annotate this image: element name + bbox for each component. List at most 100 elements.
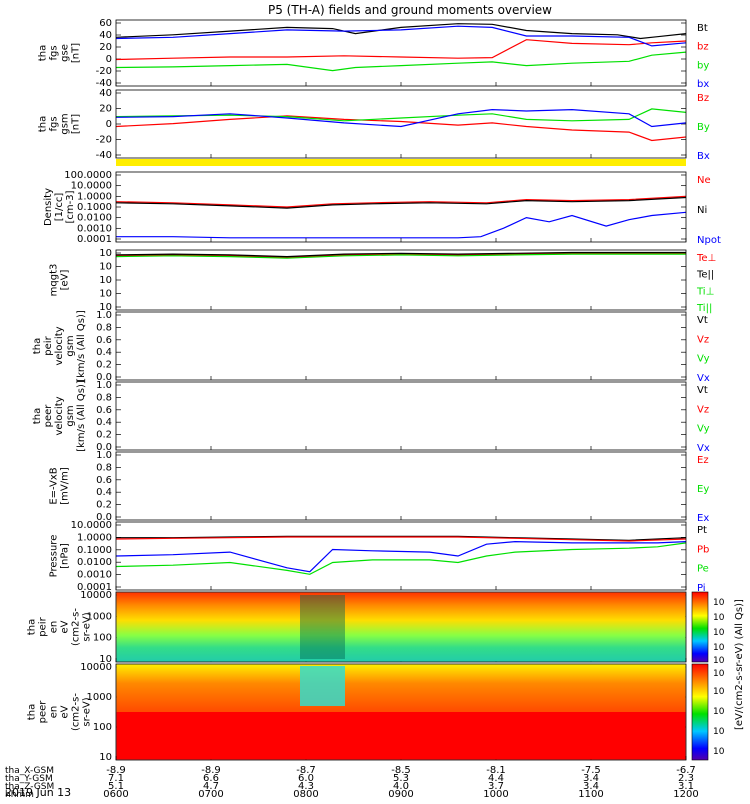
panel-peir_vel: tha peir velocity gsm [km/s (All Qs)] 1.00.8 0…	[32, 310, 710, 384]
ytick-label: 0.8	[96, 322, 112, 333]
x-axis: tha_X-GSM -8.9 -8.9 -8.7 -8.5 -8.1 -7.5 -6.7 tha…	[5, 765, 699, 800]
panel-ylabel: mqgt3	[49, 264, 60, 297]
xaxis-value: 1100	[578, 789, 603, 800]
legend-entry: Ti||	[696, 303, 712, 314]
panel-ylabel: tha	[32, 408, 43, 424]
legend-entry: Vt	[697, 315, 708, 326]
panel-ylabel: peir	[38, 616, 49, 636]
xaxis-value: -8.1	[486, 765, 506, 776]
ytick-label: 1000	[87, 692, 112, 703]
date-label: 2019 Jun 13	[5, 786, 71, 799]
legend-entry: by	[697, 60, 709, 71]
legend-entry: Bz	[697, 93, 709, 104]
ytick-label: 0	[106, 54, 112, 65]
panel-ylabel: [km/s (All Qs)]	[76, 380, 87, 452]
series-line-Te⊥	[115, 252, 686, 259]
colorbar-peir-fill	[691, 591, 709, 663]
panel-ylabel: tha	[38, 116, 49, 132]
xaxis-value: 7.1	[108, 773, 124, 784]
colorbar-peir: 10 10 10 10 10	[691, 591, 725, 666]
ytick-label: 0.0	[96, 372, 112, 383]
ytick-label: -40	[96, 78, 112, 89]
panel-ylabel: fgs	[49, 116, 60, 131]
ytick-label: 0.0	[96, 442, 112, 453]
colorbar-peir-tick: 10	[713, 613, 725, 623]
series-line-Ni	[115, 196, 687, 209]
colorbar-peer-tick: 10	[713, 747, 725, 757]
xaxis-value: 4.3	[298, 781, 314, 792]
ytick-label: 0.0	[96, 512, 112, 523]
xaxis-row-label: tha_X-GSM	[5, 766, 54, 776]
colorbar-peer-tick: 10	[713, 687, 725, 697]
xaxis-value: -8.9	[201, 765, 221, 776]
series-line-Bx	[115, 108, 687, 128]
ytick-label: 10	[99, 752, 112, 763]
legend-entry: Vx	[697, 443, 710, 454]
xaxis-value: 4.0	[393, 781, 409, 792]
legend-entry: Ne	[697, 175, 711, 186]
panel-ylabel: peer	[43, 404, 54, 428]
colorbar-peir-tick: 10	[713, 628, 725, 638]
xaxis-value: 0700	[198, 789, 223, 800]
ytick-label: 0.8	[96, 392, 112, 403]
panel-frame	[115, 171, 687, 243]
panel-ylabel: tha	[32, 338, 43, 354]
panel-ylabel: [eV]	[60, 270, 71, 291]
panel-ylabel: [1/cc]	[54, 193, 65, 222]
panel-ylabel: Pressure	[49, 535, 60, 578]
ytick-label: 0.2	[96, 360, 112, 371]
panel-ylabel: [km/s (All Qs)]	[76, 310, 87, 382]
legend-entry: Vz	[697, 404, 709, 415]
ytick-label: 0.4	[96, 417, 112, 428]
series-line-Ne	[115, 195, 687, 208]
panel-ylabel: gse	[60, 44, 71, 62]
status-bar	[116, 159, 686, 166]
colorbar-peer-fill	[691, 663, 709, 761]
ytick-label: 10.0000	[71, 181, 112, 192]
series-line-bz	[115, 39, 687, 61]
ytick-label: 60	[99, 18, 112, 29]
panel-ylabel: sr-eV)	[82, 697, 93, 726]
xaxis-value: 3.4	[583, 781, 599, 792]
ytick-label: 0.0010	[77, 223, 112, 234]
ytick-label: 10	[99, 248, 112, 259]
panel-ylabel: (cm2-s-	[71, 693, 82, 731]
colorbar-peir-tick: 10	[713, 656, 725, 666]
colorbar-label: [eV/(cm2-s-sr-eV) (All Qs)]	[734, 599, 745, 730]
legend-entry: Bt	[697, 23, 708, 34]
xaxis-value: 3.4	[583, 773, 599, 784]
panel-ylabel: E=-VxB	[49, 467, 60, 504]
ytick-label: 10.0000	[71, 520, 112, 531]
legend-entry: Vy	[697, 354, 710, 365]
xaxis-value: 0600	[103, 789, 128, 800]
series-line-Bt	[115, 23, 687, 40]
colorbar-peer: 10 10 10 10 10 [eV/(cm2-s-sr-eV) (All Qs…	[691, 599, 745, 761]
colorbar-peir-tick: 10	[713, 643, 725, 653]
legend-entry: bz	[697, 42, 709, 53]
xaxis-row-label: tha_Z-GSM	[5, 782, 54, 792]
plot-title: P5 (TH-A) fields and ground moments over…	[268, 3, 552, 17]
legend-entry: Pt	[697, 525, 707, 536]
ytick-label: 40	[99, 30, 112, 41]
xaxis-value: 0900	[388, 789, 413, 800]
ytick-label: 0.6	[96, 405, 112, 416]
legend-entry: Ex	[697, 513, 709, 524]
legend-entry: Vy	[697, 424, 710, 435]
ytick-label: 20	[99, 104, 112, 115]
ytick-label: 0.0001	[77, 582, 112, 593]
ytick-label: 0.4	[96, 347, 112, 358]
xaxis-value: 2.3	[678, 773, 694, 784]
colorbar-peer-tick: 10	[713, 669, 725, 679]
ytick-label: 0.0100	[77, 213, 112, 224]
ytick-label: -20	[96, 66, 112, 77]
legend-entry: Ni	[697, 205, 707, 216]
xaxis-value: 3.7	[488, 781, 504, 792]
panel-ylabel: sr-eV)	[82, 612, 93, 641]
ytick-label: 0.0001	[77, 234, 112, 245]
xaxis-value: 6.6	[203, 773, 219, 784]
colorbar-peer-tick: 10	[713, 707, 725, 717]
